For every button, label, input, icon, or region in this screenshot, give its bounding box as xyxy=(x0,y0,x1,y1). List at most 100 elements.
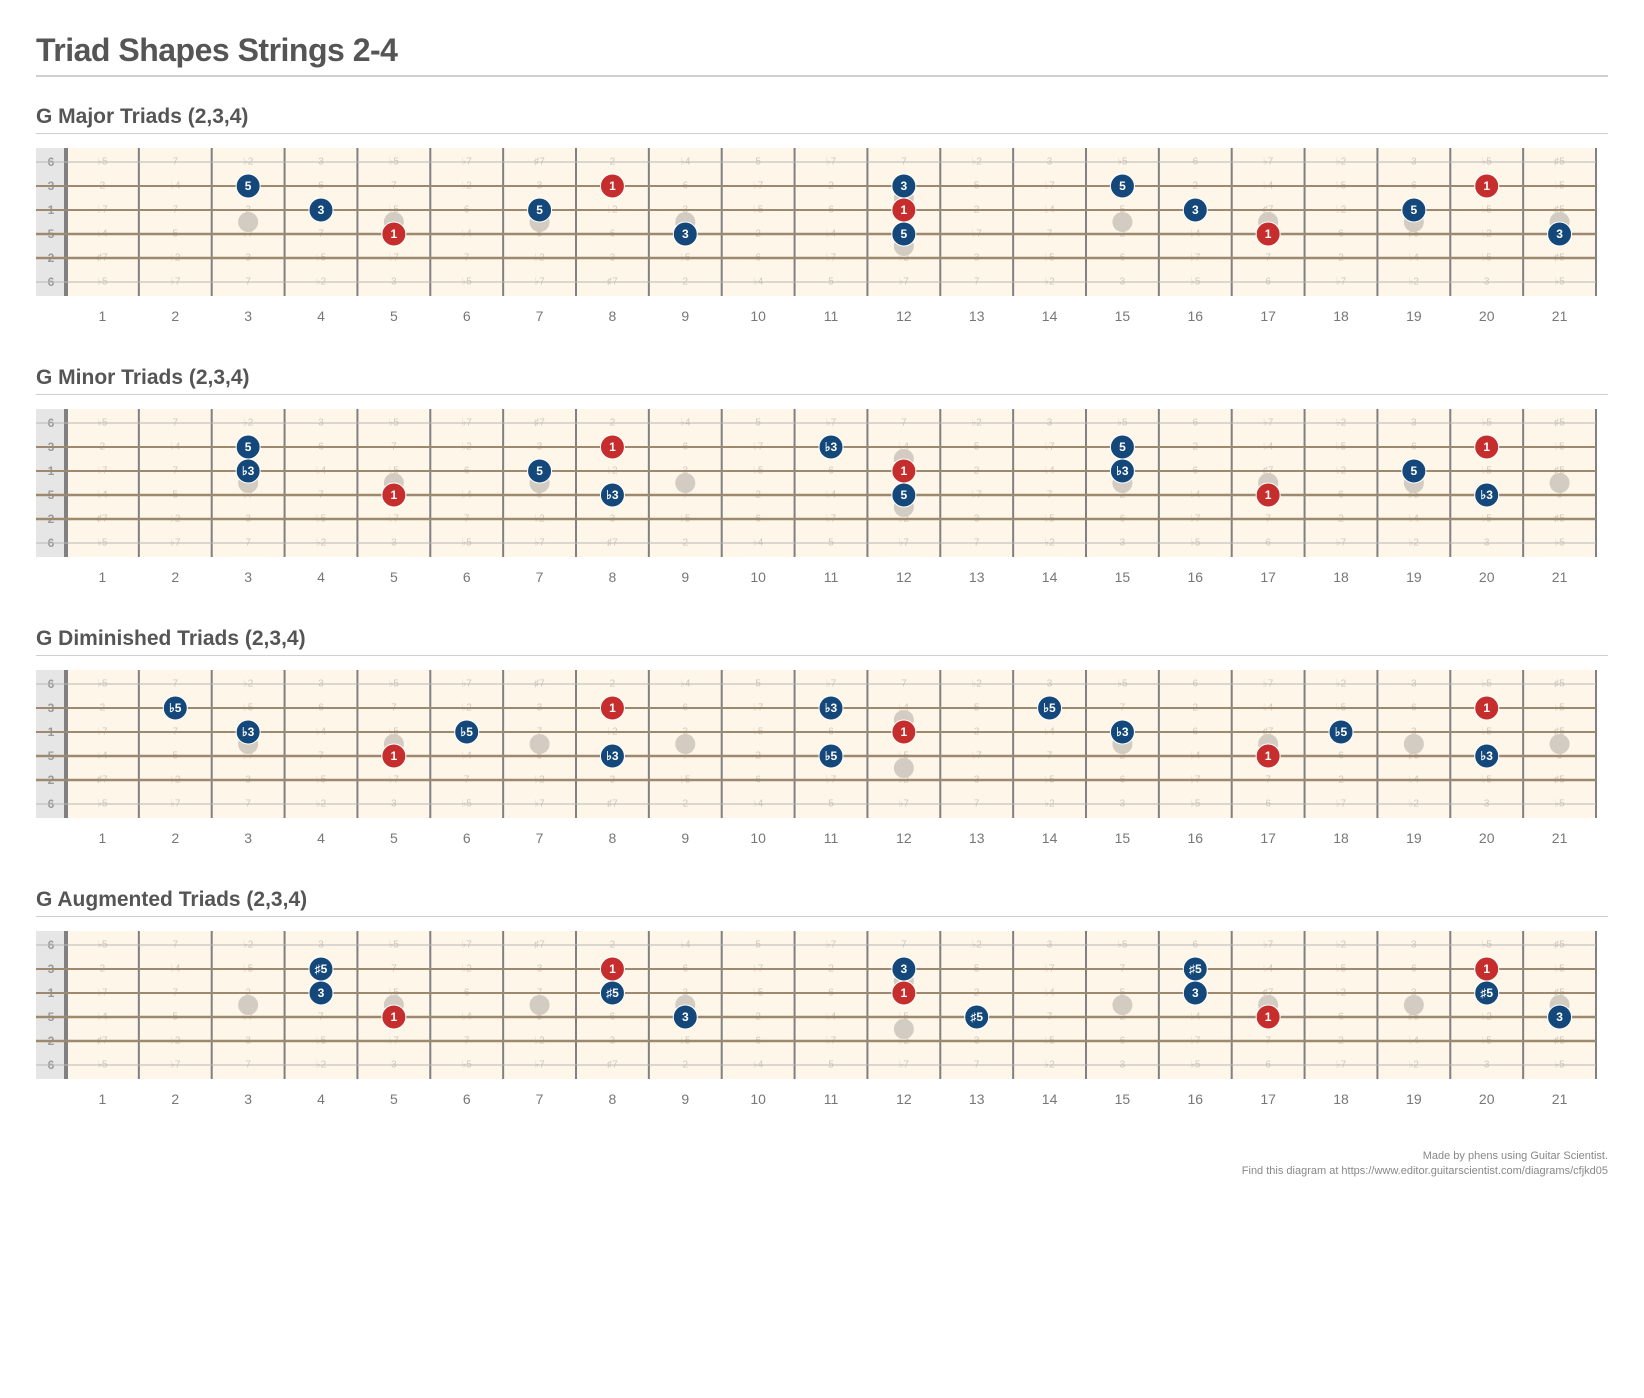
svg-text:1: 1 xyxy=(1483,179,1490,193)
svg-text:16: 16 xyxy=(1187,830,1203,846)
svg-text:11: 11 xyxy=(824,308,839,324)
svg-text:5: 5 xyxy=(390,830,398,846)
svg-text:15: 15 xyxy=(1115,569,1131,585)
svg-text:1: 1 xyxy=(391,1010,398,1024)
svg-text:14: 14 xyxy=(1042,569,1058,585)
svg-text:10: 10 xyxy=(750,308,766,324)
svg-text:19: 19 xyxy=(1406,569,1422,585)
svg-text:4: 4 xyxy=(317,1091,325,1107)
svg-text:12: 12 xyxy=(896,1091,912,1107)
svg-text:5: 5 xyxy=(901,488,908,502)
svg-text:♭3: ♭3 xyxy=(606,488,619,502)
svg-text:♯5: ♯5 xyxy=(1189,962,1202,976)
svg-text:♭3: ♭3 xyxy=(825,440,838,454)
svg-text:15: 15 xyxy=(1115,1091,1131,1107)
svg-text:10: 10 xyxy=(750,1091,766,1107)
svg-text:2: 2 xyxy=(171,308,179,324)
section-title: G Major Triads (2,3,4) xyxy=(36,105,1608,134)
diagram-section: G Augmented Triads (2,3,4)631526♭57♭23♭5… xyxy=(36,888,1608,1113)
svg-text:1: 1 xyxy=(1265,488,1272,502)
svg-text:14: 14 xyxy=(1042,1091,1058,1107)
svg-text:16: 16 xyxy=(1187,1091,1203,1107)
svg-text:1: 1 xyxy=(609,701,616,715)
svg-text:♭5: ♭5 xyxy=(825,749,838,763)
svg-text:13: 13 xyxy=(969,830,985,846)
svg-text:17: 17 xyxy=(1260,830,1276,846)
svg-text:7: 7 xyxy=(536,830,544,846)
svg-text:17: 17 xyxy=(1260,308,1276,324)
svg-text:16: 16 xyxy=(1187,308,1203,324)
svg-text:♭3: ♭3 xyxy=(1116,464,1129,478)
svg-text:♭3: ♭3 xyxy=(606,749,619,763)
svg-text:13: 13 xyxy=(969,308,985,324)
svg-text:3: 3 xyxy=(318,203,325,217)
section-title: G Minor Triads (2,3,4) xyxy=(36,366,1608,395)
svg-text:4: 4 xyxy=(317,569,325,585)
svg-text:13: 13 xyxy=(969,1091,985,1107)
svg-text:3: 3 xyxy=(901,179,908,193)
svg-text:18: 18 xyxy=(1333,1091,1349,1107)
svg-text:12: 12 xyxy=(896,308,912,324)
diagram-sections: G Major Triads (2,3,4)631526♭57♭23♭5♭7♯7… xyxy=(36,105,1608,1113)
svg-text:1: 1 xyxy=(901,203,908,217)
svg-text:3: 3 xyxy=(682,227,689,241)
svg-text:8: 8 xyxy=(609,569,617,585)
svg-text:♭3: ♭3 xyxy=(242,725,255,739)
svg-text:18: 18 xyxy=(1333,569,1349,585)
svg-text:12: 12 xyxy=(896,830,912,846)
svg-text:15: 15 xyxy=(1115,308,1131,324)
svg-text:♯5: ♯5 xyxy=(1480,986,1493,1000)
svg-text:14: 14 xyxy=(1042,830,1058,846)
svg-text:19: 19 xyxy=(1406,308,1422,324)
svg-text:18: 18 xyxy=(1333,308,1349,324)
svg-text:20: 20 xyxy=(1479,308,1495,324)
svg-text:♭5: ♭5 xyxy=(461,725,474,739)
svg-text:1: 1 xyxy=(99,569,107,585)
diagram-section: G Diminished Triads (2,3,4)631526♭57♭23♭… xyxy=(36,627,1608,852)
svg-text:8: 8 xyxy=(609,830,617,846)
svg-text:♯5: ♯5 xyxy=(606,986,619,1000)
svg-text:11: 11 xyxy=(824,830,839,846)
svg-text:5: 5 xyxy=(390,1091,398,1107)
svg-text:4: 4 xyxy=(317,830,325,846)
footer-credits: Made by phens using Guitar Scientist. Fi… xyxy=(36,1149,1608,1180)
page: Triad Shapes Strings 2-4 G Major Triads … xyxy=(0,0,1644,1212)
svg-text:2: 2 xyxy=(171,1091,179,1107)
svg-text:1: 1 xyxy=(99,830,107,846)
svg-text:3: 3 xyxy=(244,830,252,846)
svg-text:21: 21 xyxy=(1552,569,1568,585)
fretboard-diagram: 631526♭57♭23♭5♭7♯72♭45♭77♭23♭56♭7♭23♭5♯5… xyxy=(36,409,1606,591)
svg-text:8: 8 xyxy=(609,1091,617,1107)
svg-text:5: 5 xyxy=(245,440,252,454)
svg-text:♭3: ♭3 xyxy=(1481,749,1494,763)
diagram-section: G Minor Triads (2,3,4)631526♭57♭23♭5♭7♯7… xyxy=(36,366,1608,591)
section-title: G Diminished Triads (2,3,4) xyxy=(36,627,1608,656)
svg-text:1: 1 xyxy=(391,488,398,502)
section-title: G Augmented Triads (2,3,4) xyxy=(36,888,1608,917)
svg-text:17: 17 xyxy=(1260,1091,1276,1107)
svg-text:6: 6 xyxy=(463,569,471,585)
svg-text:3: 3 xyxy=(244,308,252,324)
svg-text:2: 2 xyxy=(171,830,179,846)
svg-text:6: 6 xyxy=(463,308,471,324)
svg-text:1: 1 xyxy=(1483,962,1490,976)
svg-text:♭3: ♭3 xyxy=(825,701,838,715)
svg-text:3: 3 xyxy=(682,1010,689,1024)
svg-text:3: 3 xyxy=(1192,986,1199,1000)
svg-text:3: 3 xyxy=(1192,203,1199,217)
svg-text:♯5: ♯5 xyxy=(315,962,328,976)
svg-text:19: 19 xyxy=(1406,830,1422,846)
svg-text:6: 6 xyxy=(463,1091,471,1107)
fretboard-diagram: 631526♭57♭23♭5♭7♯72♭45♭77♭23♭56♭7♭23♭5♯5… xyxy=(36,931,1606,1113)
svg-text:16: 16 xyxy=(1187,569,1203,585)
svg-text:1: 1 xyxy=(391,227,398,241)
svg-text:19: 19 xyxy=(1406,1091,1422,1107)
svg-text:8: 8 xyxy=(609,308,617,324)
svg-text:3: 3 xyxy=(901,962,908,976)
svg-text:5: 5 xyxy=(1119,179,1126,193)
svg-text:11: 11 xyxy=(824,569,839,585)
svg-text:9: 9 xyxy=(681,569,689,585)
svg-text:5: 5 xyxy=(390,308,398,324)
svg-text:1: 1 xyxy=(609,440,616,454)
svg-text:♭3: ♭3 xyxy=(1481,488,1494,502)
